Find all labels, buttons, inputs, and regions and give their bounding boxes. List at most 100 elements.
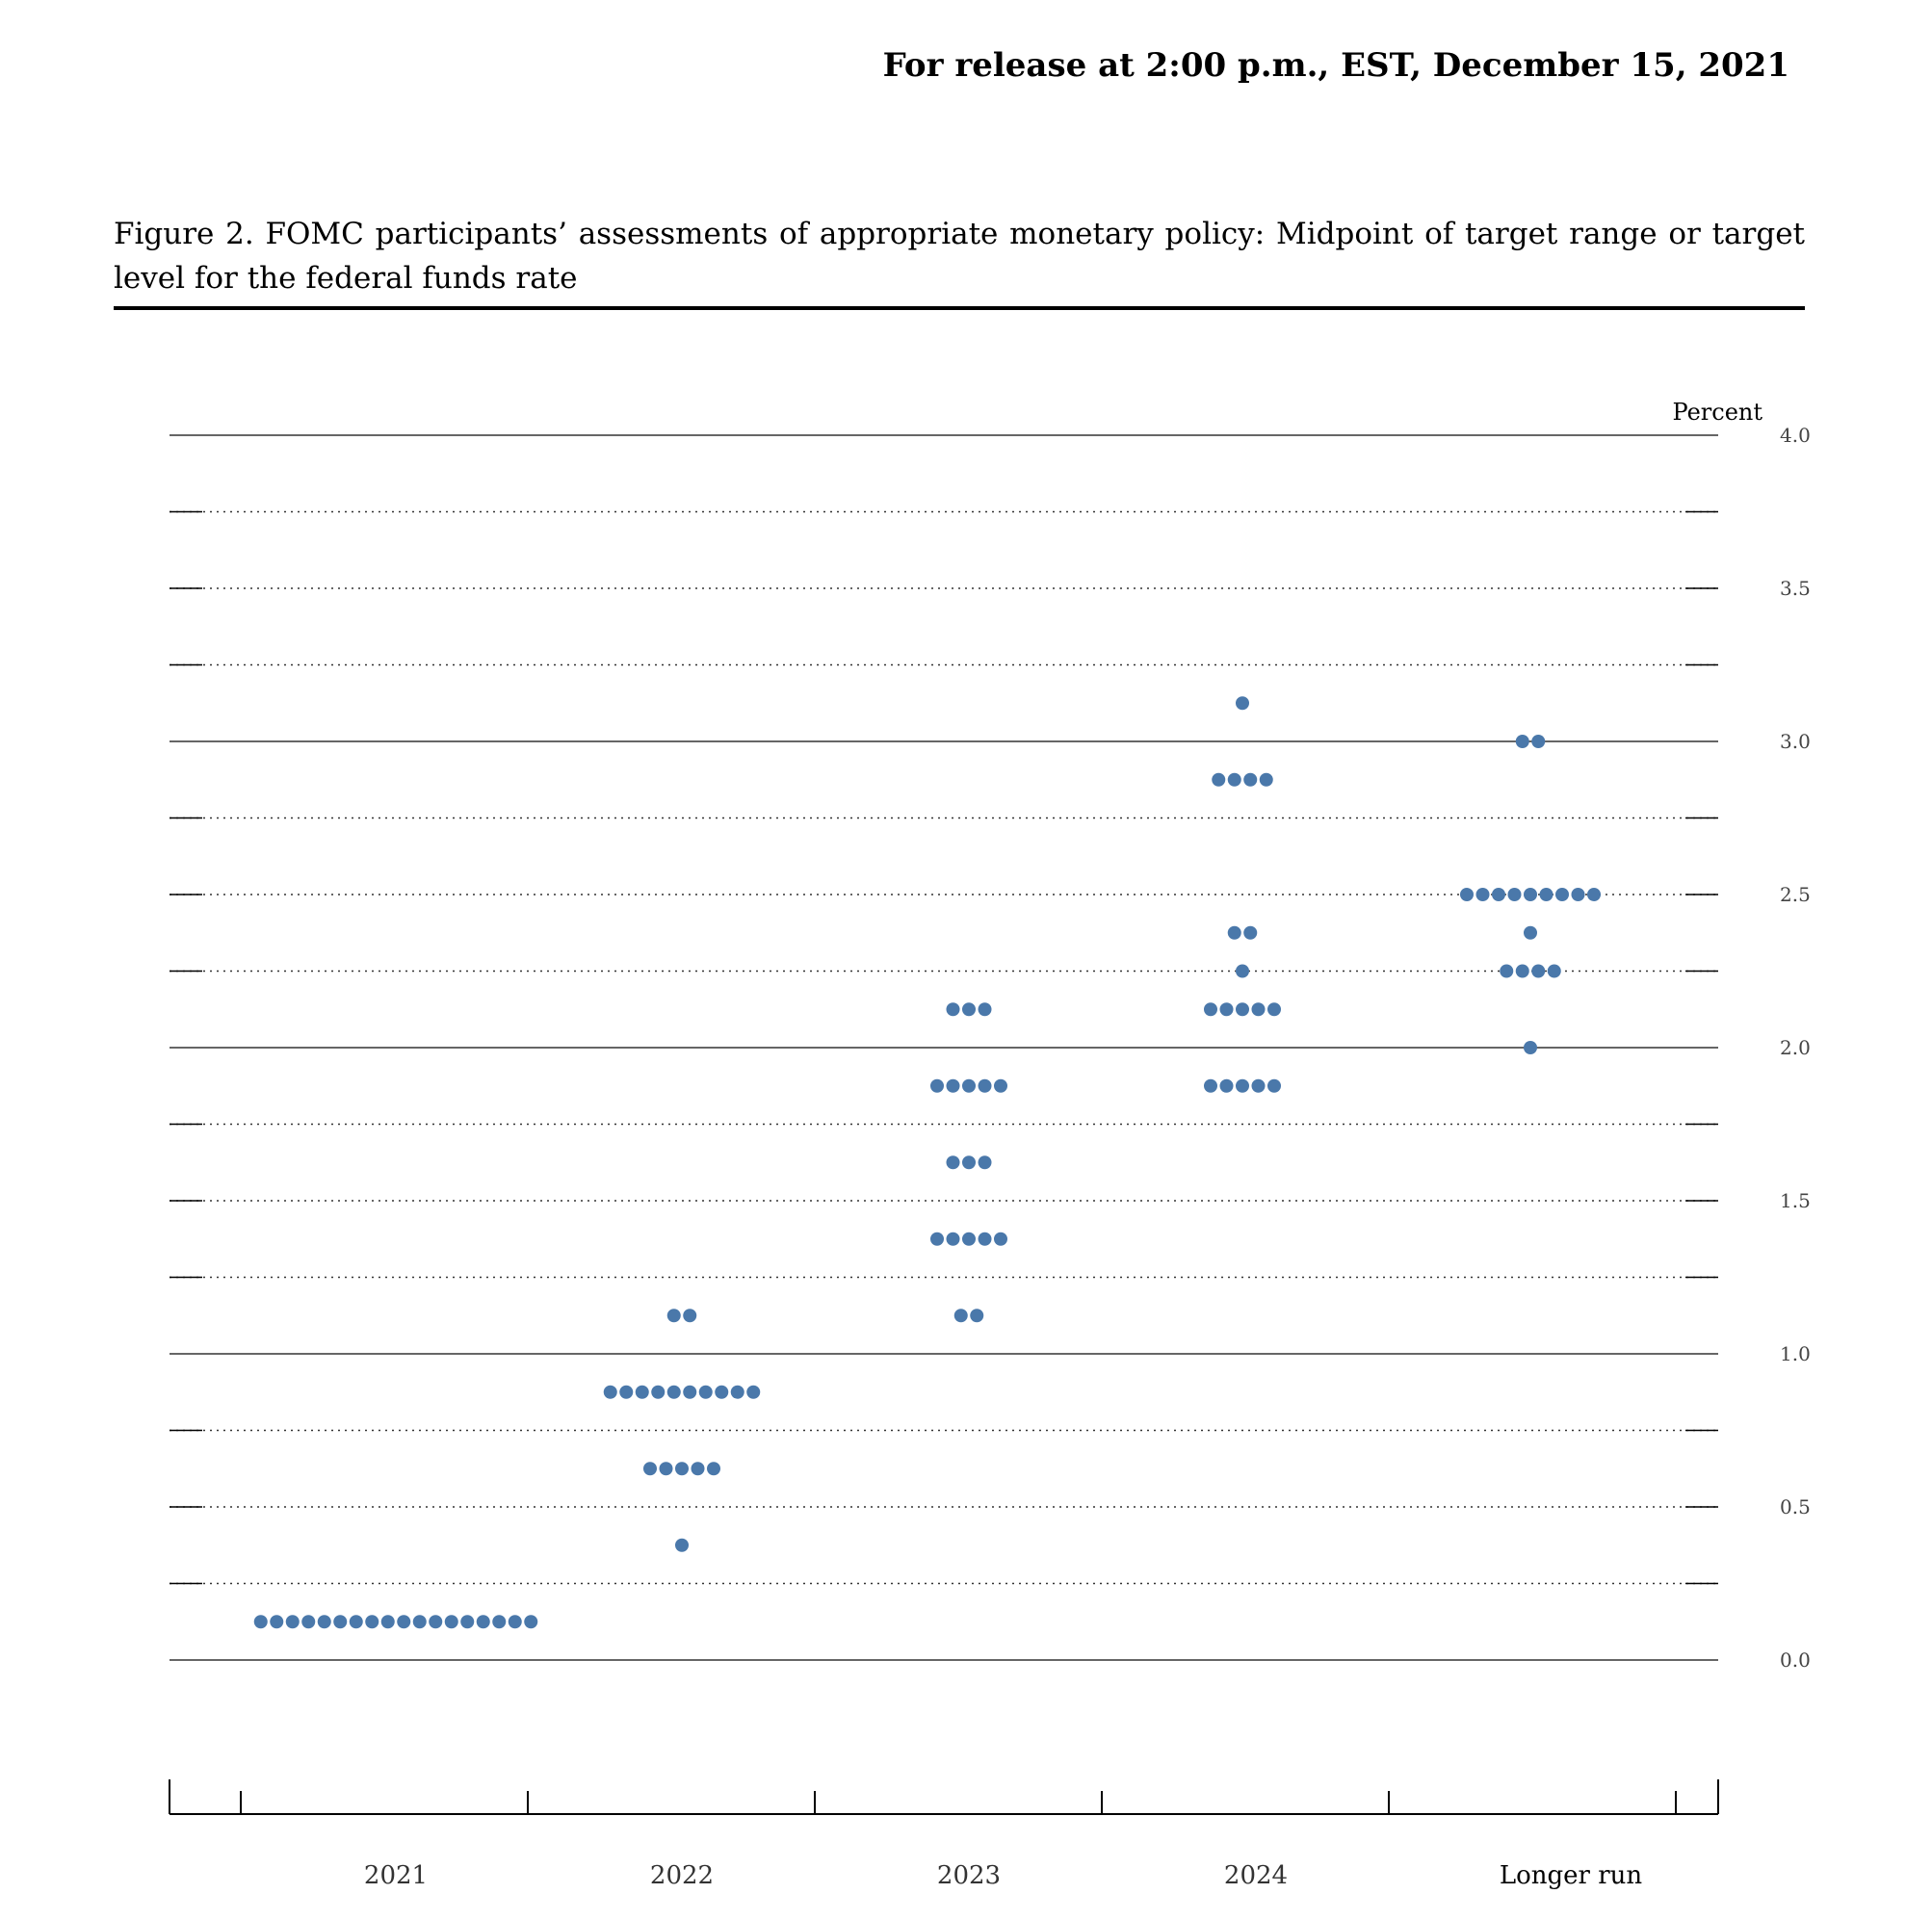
data-dot <box>946 1078 960 1093</box>
data-dot <box>1236 1002 1249 1017</box>
data-dot <box>643 1462 657 1476</box>
data-dot <box>492 1615 507 1629</box>
release-line: For release at 2:00 p.m., EST, December … <box>882 46 1789 85</box>
data-dot <box>1267 1078 1281 1093</box>
data-dot <box>666 1385 681 1399</box>
data-dot <box>444 1615 458 1629</box>
data-dot <box>946 1155 960 1170</box>
x-tick-label: 2023 <box>937 1861 1001 1890</box>
data-dot <box>1204 1002 1217 1017</box>
y-tick-label: 0.0 <box>1780 1648 1811 1672</box>
y-tick-label: 1.0 <box>1780 1342 1811 1365</box>
data-dot <box>651 1385 666 1399</box>
y-tick-label: 2.0 <box>1780 1036 1811 1059</box>
data-dot <box>698 1385 713 1399</box>
data-dot <box>380 1615 395 1629</box>
data-dot <box>1236 964 1249 978</box>
data-dot <box>962 1002 976 1017</box>
title-rule <box>114 306 1805 310</box>
data-dot <box>1507 888 1522 901</box>
data-dot <box>1212 772 1226 787</box>
x-tick-label: 2024 <box>1224 1861 1288 1890</box>
data-dot <box>1227 772 1241 787</box>
data-dot <box>253 1615 268 1629</box>
data-dot <box>1587 888 1601 901</box>
data-dot <box>1515 964 1529 978</box>
data-dot <box>978 1155 992 1170</box>
data-dot <box>1251 1002 1266 1017</box>
data-dot <box>270 1615 284 1629</box>
x-tick-label: 2022 <box>650 1861 714 1890</box>
data-dot <box>1492 888 1505 901</box>
data-dot <box>412 1615 427 1629</box>
data-dot <box>1259 772 1273 787</box>
data-dot <box>460 1615 475 1629</box>
data-dot <box>994 1232 1007 1246</box>
data-dot <box>1524 1041 1537 1054</box>
data-dot <box>1236 696 1249 711</box>
data-dot <box>978 1002 992 1017</box>
y-tick-label: 3.0 <box>1780 730 1811 753</box>
y-axis-label: Percent <box>1673 399 1763 426</box>
data-dot <box>1539 888 1553 901</box>
data-dot <box>301 1615 316 1629</box>
data-dot <box>962 1078 976 1093</box>
data-dot <box>1267 1002 1281 1017</box>
data-dot <box>683 1309 697 1323</box>
data-dot <box>1227 925 1241 940</box>
data-dot <box>524 1615 538 1629</box>
data-dot <box>730 1385 744 1399</box>
data-dot <box>317 1615 331 1629</box>
data-dot <box>707 1462 720 1476</box>
data-dot <box>962 1155 976 1170</box>
data-dot <box>619 1385 634 1399</box>
y-tick-label: 3.5 <box>1780 577 1811 600</box>
data-dot <box>1243 925 1258 940</box>
data-dot <box>333 1615 348 1629</box>
data-dot <box>1524 925 1537 940</box>
data-dot <box>1555 888 1569 901</box>
data-dot <box>1219 1002 1234 1017</box>
data-dot <box>349 1615 363 1629</box>
data-dot <box>683 1385 697 1399</box>
data-dot <box>476 1615 490 1629</box>
data-dot <box>365 1615 379 1629</box>
figure-title: Figure 2. FOMC participants’ assessments… <box>114 217 1805 296</box>
data-dot <box>1547 964 1561 978</box>
data-dot <box>746 1385 761 1399</box>
data-dot <box>953 1309 968 1323</box>
data-dot <box>1531 964 1546 978</box>
data-dot <box>1219 1078 1234 1093</box>
data-dot <box>946 1002 960 1017</box>
data-dot <box>675 1462 689 1476</box>
data-dot <box>1460 888 1474 901</box>
data-dot <box>1204 1078 1217 1093</box>
data-dot <box>285 1615 300 1629</box>
data-dot <box>946 1232 960 1246</box>
data-dot <box>397 1615 411 1629</box>
data-dot <box>930 1232 944 1246</box>
data-dot <box>675 1538 689 1552</box>
y-tick-label: 2.5 <box>1780 883 1811 906</box>
y-tick-label: 0.5 <box>1780 1495 1811 1518</box>
data-dot <box>1571 888 1585 901</box>
data-dot <box>508 1615 522 1629</box>
data-dot <box>691 1462 705 1476</box>
data-dot <box>970 1309 984 1323</box>
data-dot <box>1531 735 1546 748</box>
data-dot <box>603 1385 617 1399</box>
data-dot <box>1475 888 1490 901</box>
data-dot <box>1243 772 1258 787</box>
data-dot <box>715 1385 729 1399</box>
data-dot <box>930 1078 944 1093</box>
data-dot <box>659 1462 673 1476</box>
data-dot <box>666 1309 681 1323</box>
data-dot <box>994 1078 1007 1093</box>
y-tick-label: 1.5 <box>1780 1189 1811 1212</box>
y-tick-label: 4.0 <box>1780 424 1811 447</box>
data-dot <box>1515 735 1529 748</box>
data-dot <box>962 1232 976 1246</box>
data-dot <box>1500 964 1514 978</box>
data-dot <box>429 1615 443 1629</box>
